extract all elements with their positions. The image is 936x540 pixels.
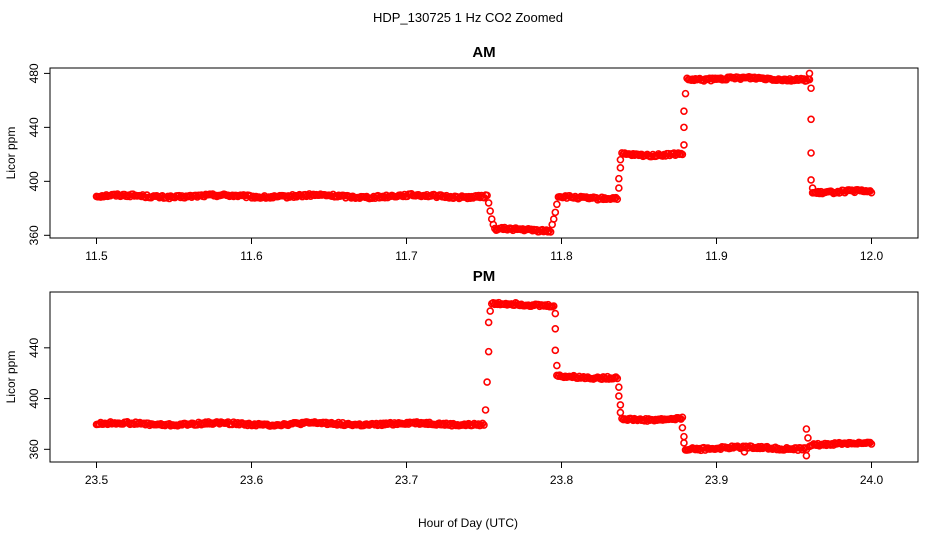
data-point: [804, 434, 812, 442]
x-tick-label: 23.7: [395, 473, 419, 487]
data-point: [807, 115, 815, 124]
data-point: [486, 207, 495, 215]
data-point: [807, 84, 815, 93]
data-point: [478, 419, 487, 428]
data-point: [484, 199, 493, 207]
data-point: [483, 191, 491, 200]
x-axis-label: Hour of Day (UTC): [418, 516, 518, 530]
x-tick-label: 12.0: [860, 249, 884, 263]
data-point: [477, 421, 486, 429]
data-point: [680, 439, 688, 447]
data-point: [807, 176, 815, 184]
data-point: [612, 193, 620, 202]
data-point: [615, 383, 623, 391]
data-points: [92, 69, 876, 236]
data-point: [549, 302, 558, 310]
data-point: [553, 361, 561, 370]
data-point: [489, 220, 498, 229]
data-point: [680, 432, 688, 441]
data-point: [678, 423, 687, 432]
data-point: [615, 184, 623, 192]
data-point: [616, 401, 625, 409]
data-point: [544, 228, 552, 236]
panel-pm: PM Licor ppm 23.5 23.6 23.7 23.8 23.9 24.0 360 40…: [4, 268, 919, 487]
chart-panels: AM Licor ppm 11.5 11.6 11.7 11.8 11.9 12.0 360 40…: [4, 44, 919, 487]
data-point: [553, 200, 561, 209]
data-point: [616, 164, 625, 172]
data-point: [615, 392, 623, 400]
y-tick-label: 360: [27, 225, 41, 245]
data-point: [680, 123, 688, 132]
y-tick-label: 400: [27, 388, 41, 408]
y-axis-label: Licor ppm: [4, 351, 18, 404]
data-point: [612, 373, 620, 381]
data-point: [616, 408, 625, 417]
panel-title: AM: [472, 44, 495, 61]
data-point: [613, 374, 622, 383]
data-point: [551, 346, 560, 355]
data-point: [680, 107, 688, 115]
data-point: [808, 184, 817, 192]
data-point: [678, 413, 687, 422]
data-points: [92, 298, 876, 460]
data-point: [678, 150, 687, 159]
data-point: [867, 188, 876, 197]
y-tick-label: 360: [27, 439, 41, 459]
data-point: [546, 228, 555, 236]
x-tick-label: 23.8: [550, 473, 574, 487]
data-point: [680, 141, 688, 149]
data-point: [545, 226, 554, 235]
data-point: [483, 378, 491, 386]
data-point: [802, 451, 811, 460]
x-tick-label: 24.0: [860, 473, 884, 487]
data-point: [807, 149, 815, 157]
data-point: [615, 174, 623, 183]
data-point: [481, 406, 490, 414]
data-point: [805, 69, 814, 78]
data-point: [551, 309, 560, 318]
data-point: [549, 215, 558, 223]
data-point: [480, 421, 488, 429]
x-tick-label: 11.8: [550, 249, 573, 263]
y-tick-label: 480: [27, 63, 41, 83]
data-point: [551, 324, 560, 333]
y-axis-label: Licor ppm: [4, 127, 18, 180]
data-point: [551, 208, 560, 217]
x-tick-label: 11.7: [395, 249, 418, 263]
data-point: [681, 89, 690, 98]
x-tick-label: 11.9: [705, 249, 728, 263]
plot-frame: [49, 67, 919, 239]
x-tick-label: 23.9: [705, 473, 729, 487]
data-point: [867, 440, 876, 448]
data-point: [613, 195, 622, 203]
x-tick-label: 11.6: [240, 249, 263, 263]
x-tick-label: 11.5: [85, 249, 108, 263]
figure-title: HDP_130725 1 Hz CO2 Zoomed: [373, 10, 563, 25]
y-tick-label: 440: [27, 117, 41, 137]
data-point: [484, 318, 493, 327]
data-point: [802, 425, 811, 433]
plot-frame: [49, 291, 919, 463]
panel-am: AM Licor ppm 11.5 11.6 11.7 11.8 11.9 12.0 360 40…: [4, 44, 919, 263]
y-tick-label: 440: [27, 337, 41, 357]
panel-title: PM: [473, 268, 496, 285]
data-point: [486, 307, 495, 315]
data-point: [866, 438, 874, 447]
data-point: [740, 448, 749, 456]
data-point: [616, 155, 625, 164]
x-tick-label: 23.6: [240, 473, 264, 487]
y-tick-label: 400: [27, 171, 41, 191]
data-point: [484, 347, 493, 356]
x-tick-label: 23.5: [85, 473, 109, 487]
